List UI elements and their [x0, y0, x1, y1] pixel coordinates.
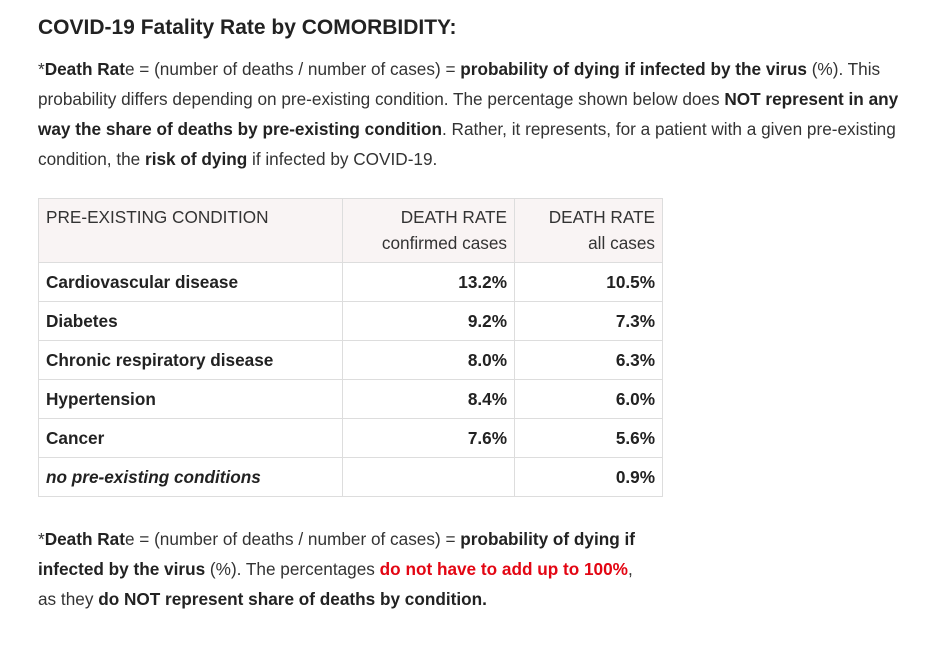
- intro-segment: (%). This probability differs depending …: [38, 59, 881, 109]
- confirmed-rate-cell: 8.0%: [342, 340, 515, 380]
- condition-cell: Chronic respiratory disease: [38, 340, 343, 380]
- intro-segment: probability of dying if infected by the …: [460, 59, 807, 79]
- table-row: Cancer 7.6% 5.6%: [38, 418, 663, 458]
- header-all-line2: all cases: [588, 233, 655, 253]
- intro-segment: *: [38, 59, 45, 79]
- confirmed-rate-cell: 13.2%: [342, 262, 515, 302]
- table-row: Diabetes 9.2% 7.3%: [38, 301, 663, 341]
- footnote-segment: probability of dying if infected by the …: [38, 529, 636, 579]
- intro-segment: Death Rat: [44, 59, 125, 79]
- footnote-segment: Death Rat: [44, 529, 125, 549]
- header-condition: PRE-EXISTING CONDITION: [38, 198, 343, 263]
- intro-segment: if infected by COVID-19.: [247, 149, 438, 169]
- intro-segment: NOT represent in any way the share of de…: [38, 89, 899, 139]
- header-condition-label: PRE-EXISTING CONDITION: [46, 207, 269, 227]
- condition-cell: Hypertension: [38, 379, 343, 419]
- footnote-paragraph: *Death Rate = (number of deaths / number…: [38, 524, 653, 614]
- confirmed-rate-cell: 8.4%: [342, 379, 515, 419]
- footnote-segment: e = (number of deaths / number of cases)…: [124, 529, 461, 549]
- footnote-segment: , as they: [38, 559, 633, 609]
- footnote-segment: do not have to add up to 100%: [379, 559, 628, 579]
- table-row: no pre-existing conditions 0.9%: [38, 457, 663, 497]
- condition-cell: no pre-existing conditions: [38, 457, 343, 497]
- header-confirmed-line2: confirmed cases: [381, 233, 507, 253]
- intro-segment: e = (number of deaths / number of cases)…: [124, 59, 461, 79]
- condition-cell: Diabetes: [38, 301, 343, 341]
- all-rate-cell: 6.0%: [514, 379, 663, 419]
- all-rate-cell: 10.5%: [514, 262, 663, 302]
- all-rate-cell: 7.3%: [514, 301, 663, 341]
- confirmed-rate-cell: 9.2%: [342, 301, 515, 341]
- condition-cell: Cardiovascular disease: [38, 262, 343, 302]
- intro-paragraph: *Death Rate = (number of deaths / number…: [38, 54, 918, 174]
- comorbidity-table: PRE-EXISTING CONDITION DEATH RATE confir…: [38, 198, 663, 497]
- footnote-segment: (%). The percentages: [205, 559, 380, 579]
- confirmed-rate-cell: 7.6%: [342, 418, 515, 458]
- table-row: Cardiovascular disease 13.2% 10.5%: [38, 262, 663, 302]
- table-row: Hypertension 8.4% 6.0%: [38, 379, 663, 419]
- footnote-segment: do NOT represent share of deaths by cond…: [98, 589, 487, 609]
- all-rate-cell: 5.6%: [514, 418, 663, 458]
- confirmed-rate-cell: [342, 457, 515, 497]
- header-all-line1: DEATH RATE: [548, 207, 655, 227]
- intro-segment: . Rather, it represents, for a patient w…: [38, 119, 896, 169]
- page-title: COVID-19 Fatality Rate by COMORBIDITY:: [38, 16, 457, 39]
- condition-cell: Cancer: [38, 418, 343, 458]
- header-confirmed-line1: DEATH RATE: [400, 207, 507, 227]
- table-header-row: PRE-EXISTING CONDITION DEATH RATE confir…: [38, 198, 663, 263]
- intro-segment: risk of dying: [145, 149, 248, 169]
- header-death-rate-confirmed: DEATH RATE confirmed cases: [342, 198, 515, 263]
- header-death-rate-all: DEATH RATE all cases: [514, 198, 663, 263]
- all-rate-cell: 6.3%: [514, 340, 663, 380]
- all-rate-cell: 0.9%: [514, 457, 663, 497]
- table-row: Chronic respiratory disease 8.0% 6.3%: [38, 340, 663, 380]
- footnote-segment: *: [38, 529, 45, 549]
